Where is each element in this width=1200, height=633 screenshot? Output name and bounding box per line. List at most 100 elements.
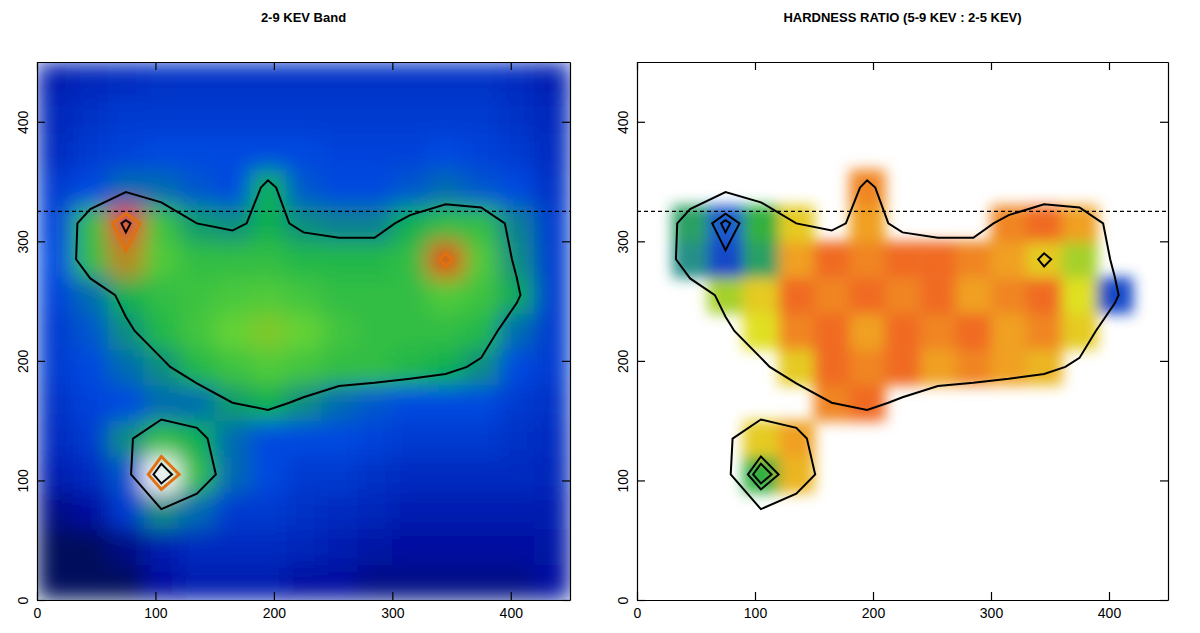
- tick-mark: [637, 600, 645, 601]
- cell: [286, 492, 322, 528]
- tick-mark: [873, 62, 874, 70]
- tick-mark: [37, 480, 45, 481]
- cell: [743, 277, 779, 313]
- tick-mark: [155, 62, 156, 70]
- panel: 010020030040001002003004002-9 KEV Band: [15, 10, 571, 621]
- cell: [73, 457, 109, 493]
- cell: [73, 349, 109, 385]
- tick-mark: [37, 241, 45, 242]
- cell: [321, 241, 357, 277]
- cell: [179, 349, 215, 385]
- cell: [286, 170, 322, 206]
- cell: [73, 313, 109, 349]
- tick: [562, 361, 570, 362]
- cell: [321, 492, 357, 528]
- cell: [108, 349, 144, 385]
- cell: [499, 349, 535, 385]
- contour: [712, 214, 1051, 490]
- cell: [73, 134, 109, 170]
- tick-mark: [562, 600, 570, 601]
- cell: [392, 98, 428, 134]
- cell: [885, 349, 921, 385]
- cell: [321, 134, 357, 170]
- cell: [743, 241, 779, 277]
- cell: [215, 170, 251, 206]
- cell: [215, 457, 251, 493]
- tick-mark: [637, 241, 645, 242]
- tick-label: 300: [615, 230, 631, 254]
- cell: [920, 313, 956, 349]
- contour: [721, 220, 771, 483]
- cell: [463, 349, 499, 385]
- cell: [250, 98, 286, 134]
- tick-label: 300: [980, 605, 1004, 621]
- tick: 100: [744, 592, 768, 621]
- cell: [1062, 277, 1098, 313]
- tick: [755, 62, 756, 70]
- cell: [250, 349, 286, 385]
- tick: 0: [615, 596, 645, 604]
- cell: [357, 98, 393, 134]
- cell: [499, 492, 535, 528]
- tick: 200: [263, 592, 287, 621]
- cell: [286, 564, 322, 600]
- tick: [511, 62, 512, 70]
- cell: [428, 98, 464, 134]
- tick: 400: [1098, 592, 1122, 621]
- tick: [392, 62, 393, 70]
- cell: [73, 241, 109, 277]
- contour: [676, 180, 1119, 509]
- cells: [37, 62, 570, 600]
- tick-mark: [511, 592, 512, 600]
- tick: 200: [615, 349, 645, 373]
- tick: [1160, 600, 1168, 601]
- cell: [463, 98, 499, 134]
- cell: [499, 170, 535, 206]
- cell: [108, 385, 144, 421]
- cell: [250, 385, 286, 421]
- tick: 200: [862, 592, 886, 621]
- cell: [392, 564, 428, 600]
- tick: 300: [980, 592, 1004, 621]
- cell: [463, 421, 499, 457]
- cell: [499, 421, 535, 457]
- x-axis-top: [638, 62, 1169, 70]
- cell: [956, 313, 992, 349]
- tick-label: 200: [862, 605, 886, 621]
- cell: [991, 313, 1027, 349]
- tick: 100: [615, 469, 645, 493]
- tick-label: 300: [381, 605, 405, 621]
- cell: [144, 492, 180, 528]
- tick: [1109, 62, 1110, 70]
- cell: [179, 564, 215, 600]
- cell: [920, 241, 956, 277]
- tick-mark: [562, 241, 570, 242]
- cell: [428, 385, 464, 421]
- tick: [562, 480, 570, 481]
- cell: [286, 134, 322, 170]
- cell: [956, 241, 992, 277]
- tick-label: 400: [500, 605, 524, 621]
- cell: [463, 385, 499, 421]
- cell: [215, 349, 251, 385]
- cell: [357, 385, 393, 421]
- cell: [357, 421, 393, 457]
- cell: [357, 313, 393, 349]
- tick-mark: [873, 592, 874, 600]
- cell: [534, 62, 570, 98]
- cell: [73, 277, 109, 313]
- cell: [392, 385, 428, 421]
- tick-label: 0: [15, 596, 31, 604]
- cell: [215, 277, 251, 313]
- cell: [108, 277, 144, 313]
- tick-mark: [37, 361, 45, 362]
- cell: [37, 313, 73, 349]
- tick: [637, 62, 638, 70]
- cell: [144, 170, 180, 206]
- cell: [357, 241, 393, 277]
- cell: [428, 492, 464, 528]
- cell: [286, 528, 322, 564]
- tick: 0: [15, 596, 45, 604]
- cell: [392, 492, 428, 528]
- cell: [250, 421, 286, 457]
